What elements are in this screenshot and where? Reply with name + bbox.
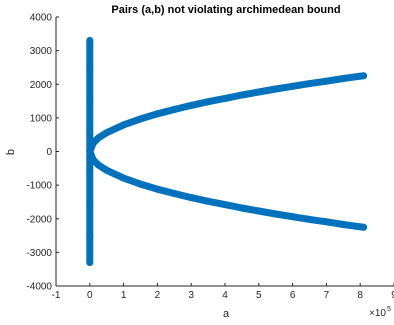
- y-axis: -4000 -3000 -2000 -1000 0 1000 2000 3000 4000: [26, 13, 59, 293]
- data-point: [86, 232, 94, 240]
- data-point: [170, 106, 178, 113]
- data-point: [238, 204, 246, 212]
- x-tick-label: 6: [290, 290, 296, 301]
- data-point: [86, 164, 94, 172]
- data-point: [153, 110, 161, 118]
- y-tick-label: -3000: [26, 248, 52, 259]
- x-axis: -1 0 1 2 3 4 5 6 7 8 9: [52, 283, 394, 301]
- x-tick-label: -1: [52, 290, 61, 301]
- x-tick-label: 1: [121, 290, 127, 301]
- data-point: [360, 223, 368, 231]
- data-point: [289, 82, 297, 90]
- data-point: [339, 221, 347, 228]
- data-point: [306, 215, 313, 223]
- data-point: [86, 259, 94, 266]
- data-point: [255, 88, 263, 96]
- data-point: [187, 101, 195, 109]
- y-tick-label: 0: [46, 147, 52, 158]
- data-point: [120, 121, 128, 129]
- data-point: [94, 161, 102, 169]
- x-axis-exponent: ×10 5: [369, 306, 391, 319]
- data-point: [255, 207, 263, 215]
- data-point: [86, 97, 94, 105]
- data-point: [137, 180, 144, 188]
- y-tick-label: -2000: [26, 214, 52, 225]
- data-point: [360, 72, 368, 80]
- data-point: [289, 213, 297, 221]
- y-tick-label: -4000: [26, 282, 52, 293]
- chart-title: Pairs (a,b) not violating archimedean bo…: [111, 4, 340, 16]
- data-point: [272, 85, 280, 93]
- data-point: [238, 91, 246, 99]
- x-tick-label: 0: [87, 290, 93, 301]
- data-point: [86, 37, 94, 44]
- data-point: [170, 190, 178, 197]
- data-point: [339, 75, 347, 82]
- data-point: [86, 148, 94, 155]
- y-tick-label: 2000: [30, 80, 53, 91]
- data-point: [86, 63, 94, 71]
- data-point: [86, 198, 94, 206]
- data-point: [103, 166, 111, 174]
- data-point: [86, 131, 94, 139]
- data-point: [120, 174, 128, 182]
- data-point: [306, 80, 313, 88]
- x-exponent-base: ×10: [369, 308, 386, 319]
- data-point: [89, 139, 97, 147]
- data-point: [187, 194, 195, 202]
- data-point: [221, 94, 229, 102]
- y-tick-label: 4000: [30, 13, 53, 24]
- data-point: [272, 210, 280, 218]
- data-point: [103, 129, 111, 137]
- x-tick-label: 2: [155, 290, 161, 301]
- x-tick-label: 9: [391, 290, 394, 301]
- y-tick-label: 1000: [30, 113, 53, 124]
- data-point: [221, 201, 229, 209]
- y-tick-label: 3000: [30, 46, 53, 57]
- x-exponent-power: 5: [387, 306, 391, 313]
- series-band-lower: [86, 148, 368, 231]
- data-point: [322, 218, 330, 226]
- data-point: [322, 77, 330, 85]
- x-tick-label: 5: [256, 290, 262, 301]
- data-point: [153, 185, 161, 193]
- series-band-upper: [86, 72, 368, 155]
- data-point: [204, 197, 212, 205]
- data-point: [89, 156, 97, 164]
- x-tick-label: 8: [357, 290, 363, 301]
- x-tick-label: 7: [324, 290, 330, 301]
- x-tick-label: 3: [188, 290, 194, 301]
- x-axis-label: a: [223, 308, 230, 320]
- data-point: [94, 134, 102, 142]
- data-point: [204, 98, 212, 106]
- y-tick-label: -1000: [26, 181, 52, 192]
- y-axis-label: b: [5, 149, 17, 155]
- x-tick-label: 4: [222, 290, 228, 301]
- data-point: [137, 115, 144, 123]
- plot-area: [86, 37, 368, 266]
